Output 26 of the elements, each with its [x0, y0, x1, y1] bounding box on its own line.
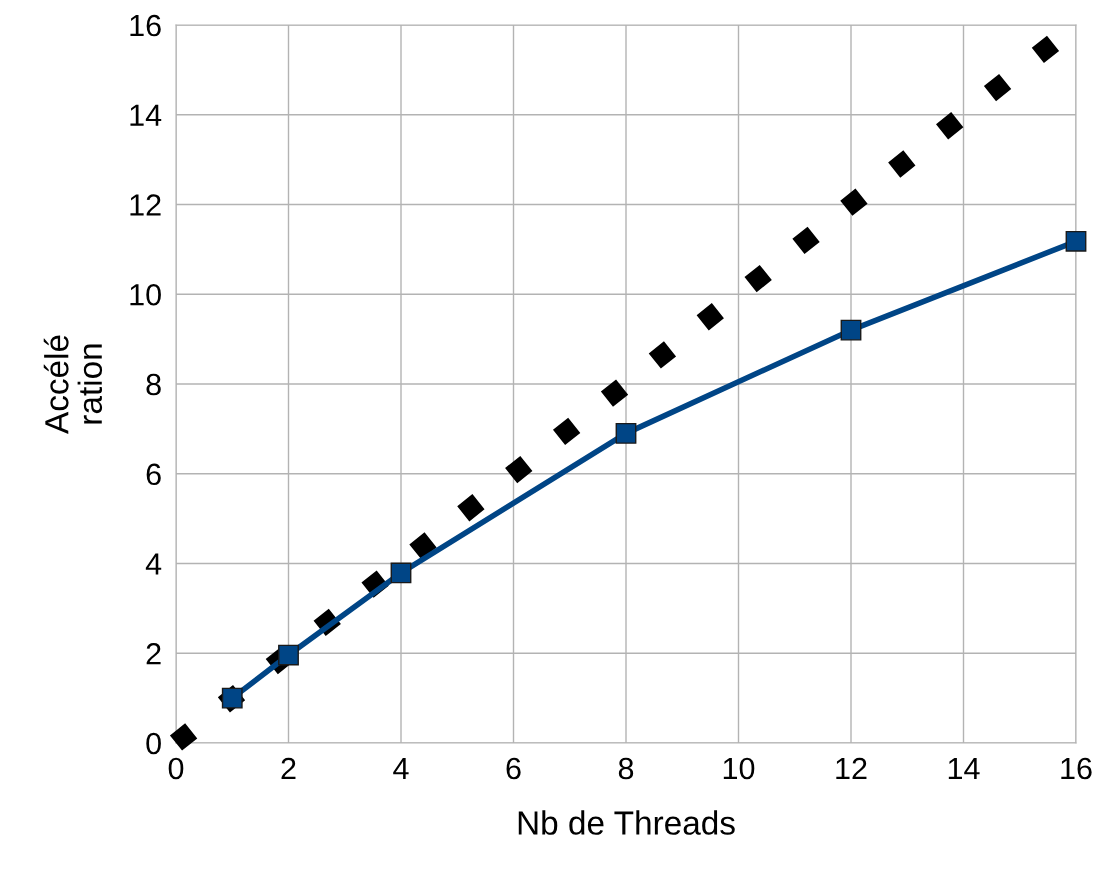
x-tick-label: 14 — [948, 758, 980, 780]
x-tick-label: 6 — [506, 757, 521, 780]
y-tick-label: 2 — [146, 642, 161, 665]
x-tick-label: 4 — [393, 758, 409, 780]
point — [221, 687, 243, 709]
x-axis-title: Nb de Threads — [518, 810, 735, 835]
point — [840, 319, 862, 341]
y-tick-label: 6 — [146, 463, 161, 486]
y-tick-label: 8 — [146, 373, 161, 396]
y-tick-label: 14 — [130, 104, 162, 126]
y-tick-label: 12 — [130, 194, 161, 216]
x-tick-label: 0 — [168, 757, 184, 780]
x-tick-label: 12 — [836, 757, 867, 780]
y-tick-label: 16 — [130, 14, 161, 37]
point — [615, 422, 637, 444]
x-tick-label: 10 — [723, 757, 755, 780]
y-axis-title: Accélé ration — [43, 335, 103, 434]
x-tick-label: 8 — [618, 757, 634, 780]
point — [1065, 230, 1087, 252]
point — [278, 644, 299, 666]
y-tick-label: 10 — [130, 283, 161, 306]
y-tick-label: 4 — [145, 553, 162, 575]
x-tick-label: 2 — [281, 757, 296, 780]
x-tick-label: 16 — [1061, 757, 1092, 780]
point — [390, 562, 412, 584]
y-tick-label: 0 — [146, 732, 161, 755]
